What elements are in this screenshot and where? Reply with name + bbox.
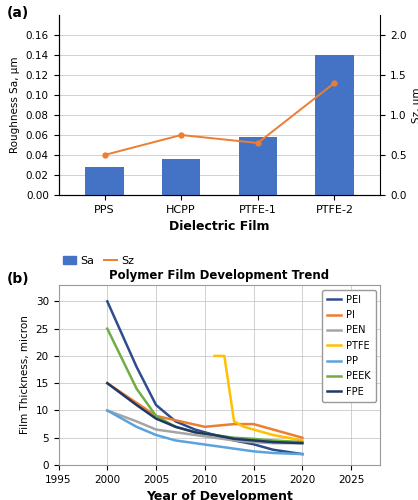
PEI xyxy=(105,298,110,304)
PEI xyxy=(270,446,275,452)
PTFE xyxy=(300,438,305,444)
X-axis label: Dielectric Film: Dielectric Film xyxy=(169,220,270,234)
PP xyxy=(300,451,305,457)
Line: PP: PP xyxy=(107,410,302,454)
PEN xyxy=(212,434,217,440)
FPE xyxy=(251,438,256,444)
PI xyxy=(202,424,207,430)
FPE xyxy=(153,416,158,422)
PTFE xyxy=(251,426,256,432)
PEEK xyxy=(105,326,110,332)
Line: PEEK: PEEK xyxy=(107,328,302,442)
PEEK xyxy=(300,439,305,445)
Text: (a): (a) xyxy=(7,6,29,20)
Line: PI: PI xyxy=(107,383,302,438)
PI xyxy=(105,380,110,386)
FPE xyxy=(212,432,217,438)
FPE xyxy=(300,440,305,446)
PP xyxy=(270,450,275,456)
PEN xyxy=(300,440,305,446)
Y-axis label: Roughness Sa, μm: Roughness Sa, μm xyxy=(10,56,20,153)
FPE xyxy=(193,430,198,436)
PI xyxy=(270,426,275,432)
PP xyxy=(153,432,158,438)
PTFE xyxy=(270,432,275,438)
PEEK xyxy=(173,424,178,430)
FPE xyxy=(270,439,275,445)
PI xyxy=(232,421,237,427)
X-axis label: Year of Development: Year of Development xyxy=(146,490,293,500)
Y-axis label: Film Thickness, micron: Film Thickness, micron xyxy=(20,316,30,434)
PTFE xyxy=(222,353,227,359)
PI xyxy=(251,421,256,427)
PP xyxy=(251,448,256,454)
Line: PTFE: PTFE xyxy=(214,356,302,440)
PEI xyxy=(173,418,178,424)
PEN xyxy=(251,439,256,445)
PEI xyxy=(212,432,217,438)
Bar xyxy=(239,137,277,195)
PEI xyxy=(134,364,139,370)
PTFE xyxy=(232,418,237,424)
PEI xyxy=(300,451,305,457)
FPE xyxy=(173,424,178,430)
Line: PEN: PEN xyxy=(107,410,302,443)
PEI xyxy=(251,442,256,448)
Bar xyxy=(85,167,124,195)
PEEK xyxy=(212,432,217,438)
Legend: Sa, Sz: Sa, Sz xyxy=(59,252,139,270)
PEI xyxy=(193,426,198,432)
PP xyxy=(232,446,237,452)
PEN xyxy=(105,408,110,414)
Text: (b): (b) xyxy=(7,272,30,286)
PP xyxy=(193,440,198,446)
Legend: PEI, PI, PEN, PTFE, PP, PEEK, FPE: PEI, PI, PEN, PTFE, PP, PEEK, FPE xyxy=(322,290,375,402)
PEEK xyxy=(153,413,158,419)
PEN xyxy=(270,440,275,446)
PP xyxy=(212,443,217,449)
FPE xyxy=(134,402,139,408)
Title: Polymer Film Development Trend: Polymer Film Development Trend xyxy=(110,270,329,282)
PTFE xyxy=(241,424,246,430)
PEEK xyxy=(270,438,275,444)
PEEK xyxy=(193,430,198,436)
PI xyxy=(153,413,158,419)
Bar xyxy=(315,55,354,195)
PEN xyxy=(173,430,178,436)
Line: PEI: PEI xyxy=(107,302,302,454)
PEI xyxy=(153,402,158,408)
PEEK xyxy=(134,386,139,392)
PEEK xyxy=(251,436,256,442)
Bar xyxy=(162,159,200,195)
PEN xyxy=(232,438,237,444)
PEN xyxy=(134,418,139,424)
PEN xyxy=(193,432,198,438)
PEN xyxy=(153,426,158,432)
PP xyxy=(134,424,139,430)
PP xyxy=(173,438,178,444)
PEEK xyxy=(232,434,237,440)
PP xyxy=(105,408,110,414)
FPE xyxy=(232,436,237,442)
PI xyxy=(300,434,305,440)
FPE xyxy=(105,380,110,386)
PEI xyxy=(232,438,237,444)
PTFE xyxy=(212,353,217,359)
Line: FPE: FPE xyxy=(107,383,302,443)
Y-axis label: Sz, μm: Sz, μm xyxy=(412,87,418,122)
